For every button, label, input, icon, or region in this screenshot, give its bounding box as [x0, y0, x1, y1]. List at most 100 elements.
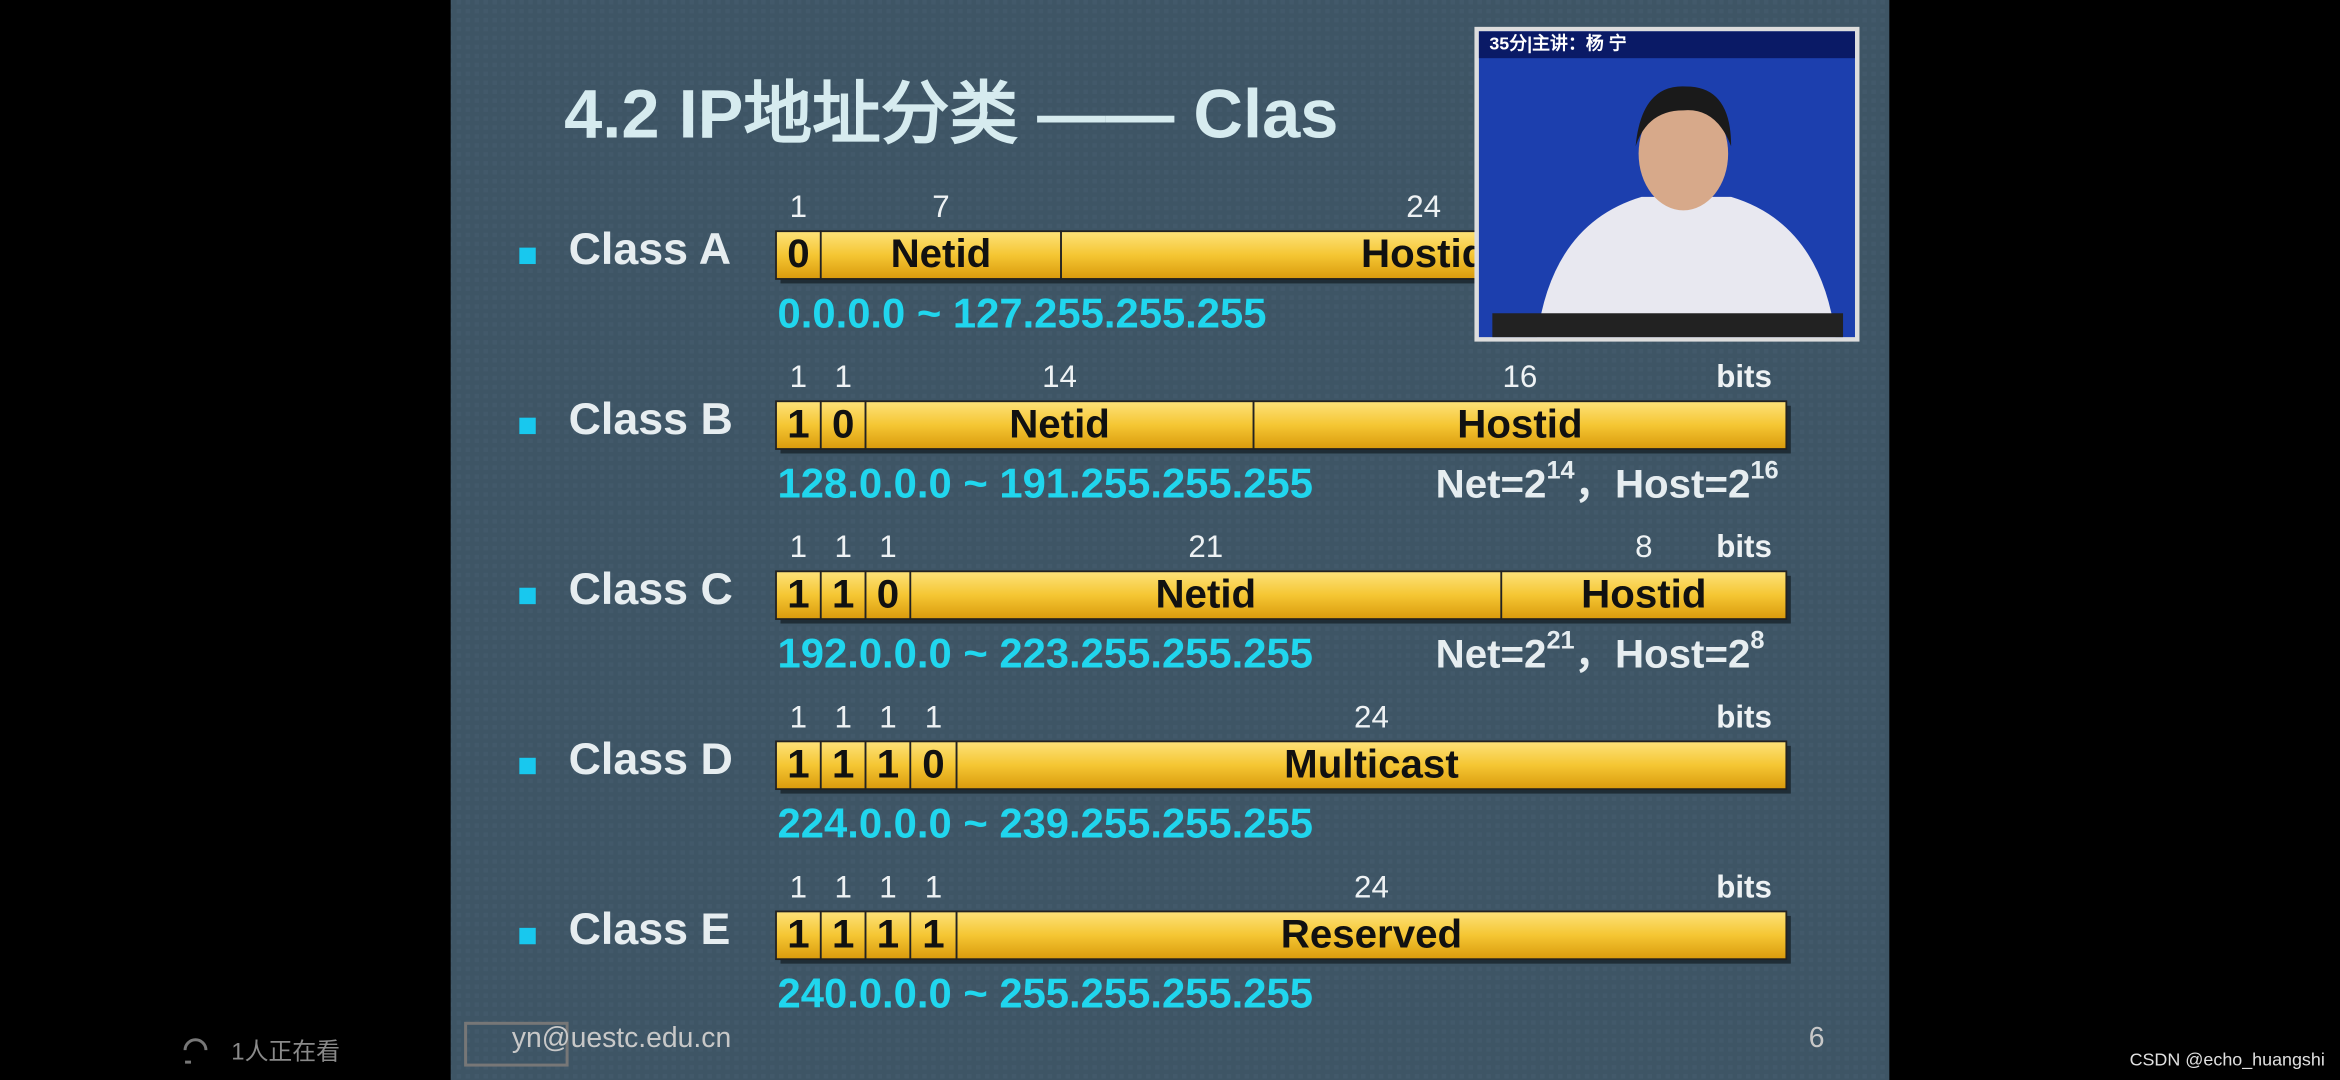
field-label: 0 — [922, 741, 944, 786]
viewer-count: 1人正在看 — [231, 1038, 340, 1065]
bit-count: 16 — [1503, 359, 1538, 394]
address-range: 240.0.0.0 ~ 255.255.255.255 — [778, 970, 1313, 1017]
field-label: 1 — [787, 571, 809, 616]
exponent: 21 — [1546, 626, 1574, 654]
field-label: 1 — [877, 911, 899, 956]
field-label: Hostid — [1457, 401, 1582, 446]
bit-count: 24 — [1354, 869, 1389, 904]
footer-email: yn@uestc.edu.cn — [512, 1022, 731, 1054]
field-label: 0 — [787, 231, 809, 276]
bit-count: 24 — [1406, 189, 1441, 224]
field-label: 1 — [922, 911, 944, 956]
bullet — [519, 757, 536, 775]
page-number: 6 — [1809, 1022, 1825, 1054]
field-cell — [775, 910, 822, 961]
field-cell — [909, 570, 1503, 620]
bit-count: 1 — [925, 869, 942, 904]
bit-count: 1 — [790, 699, 807, 734]
footer-icon — [464, 1021, 569, 1067]
field-label: Multicast — [1284, 741, 1459, 786]
field-cell — [955, 910, 1788, 961]
class-label: Class D — [569, 734, 733, 784]
bit-count: 1 — [879, 529, 896, 564]
note-text: Net=2 — [1436, 631, 1547, 676]
field-label: 1 — [787, 401, 809, 446]
field-cell — [1500, 570, 1788, 620]
bullet — [519, 587, 536, 605]
webcam: 35分|主讲：杨 宁 — [1474, 26, 1860, 342]
field-label: 0 — [877, 571, 899, 616]
slide-title: 4.2 IP地址分类 —— Clas — [564, 75, 1338, 152]
address-range: 224.0.0.0 ~ 239.255.255.255 — [778, 799, 1313, 846]
field-label: 0 — [832, 401, 854, 446]
exponent: 16 — [1750, 456, 1778, 484]
class-label: Class A — [569, 224, 732, 274]
bit-count: 1 — [790, 189, 807, 224]
class-label: Class B — [569, 394, 733, 444]
field-cell — [864, 740, 912, 791]
bit-count: 1 — [834, 699, 851, 734]
bullet — [519, 247, 536, 265]
exponent: 8 — [1750, 626, 1764, 654]
field-label: Hostid — [1361, 231, 1486, 276]
bit-count: 1 — [834, 359, 851, 394]
bit-count: 14 — [1042, 359, 1077, 394]
bit-count: 1 — [879, 869, 896, 904]
webcam-caption: 35分|主讲：杨 宁 — [1489, 32, 1626, 53]
field-label: Netid — [1155, 571, 1256, 616]
field-cell — [775, 570, 822, 620]
bit-count: 1 — [790, 359, 807, 394]
field-label: 1 — [877, 741, 899, 786]
bit-count: 1 — [925, 699, 942, 734]
field-cell — [864, 570, 912, 620]
speaker-shirt — [1537, 196, 1836, 338]
field-cell — [819, 400, 867, 450]
count-note: Net=221，Host=28 — [1436, 626, 1765, 676]
field-label: 1 — [832, 571, 854, 616]
bit-count: 1 — [790, 529, 807, 564]
bit-count: 8 — [1635, 529, 1652, 564]
bits-unit: bits — [1716, 699, 1772, 734]
bits-unit: bits — [1716, 529, 1772, 564]
bullet — [519, 417, 536, 435]
desk — [1492, 313, 1844, 338]
field-cell — [775, 230, 822, 280]
address-range: 128.0.0.0 ~ 191.255.255.255 — [778, 459, 1313, 506]
field-cell — [819, 910, 867, 961]
field-label: Netid — [1009, 401, 1110, 446]
exponent: 14 — [1546, 456, 1574, 484]
class-label: Class E — [569, 904, 731, 954]
watermark: CSDN @echo_huangshi — [2130, 1049, 2325, 1070]
class-label: Class C — [569, 564, 733, 614]
speaker-head — [1638, 96, 1729, 211]
field-label: 1 — [832, 741, 854, 786]
note-text: ，Host=2 — [1575, 631, 1751, 676]
field-cell — [775, 400, 822, 450]
bits-unit: bits — [1716, 359, 1772, 394]
field-cell — [955, 740, 1788, 791]
field-label: Reserved — [1281, 911, 1462, 956]
field-label: Hostid — [1581, 571, 1706, 616]
webcam-caption-bar — [1478, 31, 1855, 59]
count-note: Net=214，Host=216 — [1436, 456, 1779, 506]
note-text: Net=2 — [1436, 461, 1547, 506]
address-range: 192.0.0.0 ~ 223.255.255.255 — [778, 629, 1313, 676]
field-label: 1 — [832, 911, 854, 956]
bit-count: 1 — [879, 699, 896, 734]
bit-count: 1 — [790, 869, 807, 904]
bit-count: 7 — [932, 189, 949, 224]
bit-count: 21 — [1188, 529, 1223, 564]
bit-count: 24 — [1354, 699, 1389, 734]
viewers-icon — [183, 1038, 208, 1064]
bullet — [519, 927, 536, 945]
bit-count: 1 — [834, 529, 851, 564]
bit-count: 1 — [834, 869, 851, 904]
field-cell — [1252, 400, 1788, 450]
field-label: 1 — [787, 911, 809, 956]
field-label: 1 — [787, 741, 809, 786]
field-cell — [819, 570, 867, 620]
speaker-hair — [1635, 86, 1732, 147]
